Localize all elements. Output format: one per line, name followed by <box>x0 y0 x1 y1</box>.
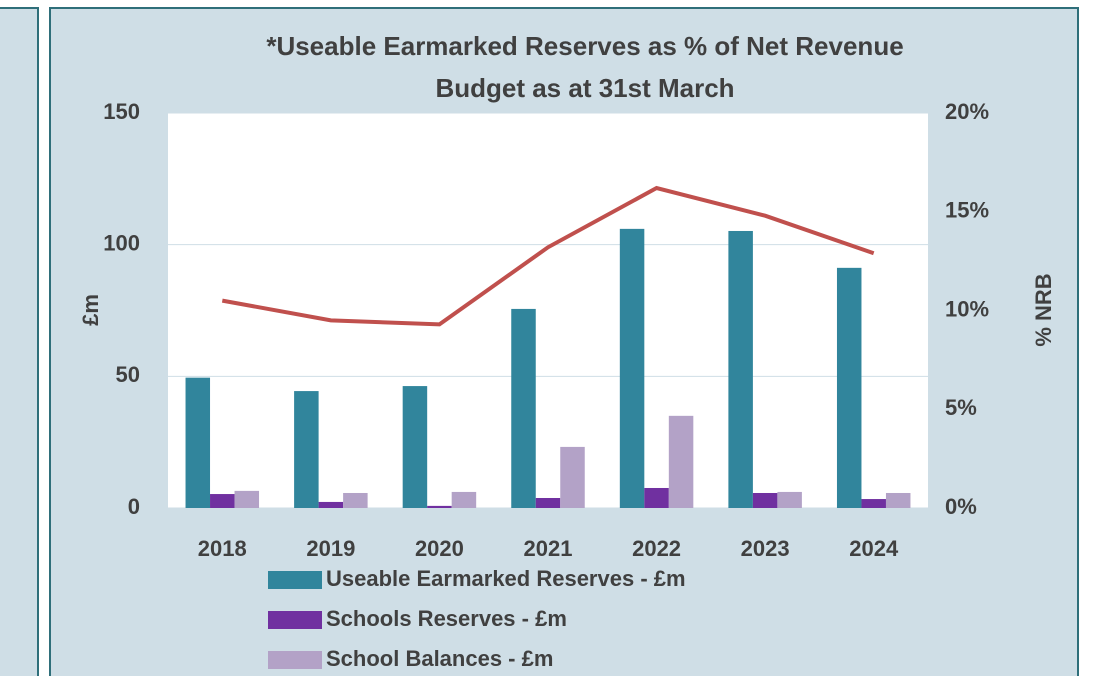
bar <box>234 490 260 508</box>
line <box>221 185 875 327</box>
side-panel <box>0 7 39 679</box>
bar <box>752 492 778 508</box>
x-tick-label: 2019 <box>306 536 355 561</box>
bar <box>885 492 911 508</box>
x-tick-label: 2024 <box>849 536 899 561</box>
x-tick-label: 2021 <box>524 536 573 561</box>
bar <box>318 501 344 508</box>
legend-label: Useable Earmarked Reserves - £m <box>326 566 686 591</box>
bar <box>210 494 235 508</box>
y-tick-label: 0 <box>128 494 140 519</box>
bar <box>560 446 585 508</box>
y2-tick-label: 0% <box>945 494 977 519</box>
x-tick-label: 2023 <box>741 536 790 561</box>
bar <box>861 499 886 508</box>
y-tick-label: 100 <box>103 230 140 255</box>
bar <box>836 267 862 508</box>
y2-tick-label: 5% <box>945 395 977 420</box>
y-axis-label: £m <box>78 294 103 326</box>
y-tick-label: 150 <box>103 99 140 124</box>
legend-label: Schools Reserves - £m <box>326 606 567 631</box>
bar <box>427 505 452 508</box>
bar <box>777 491 802 508</box>
bar <box>535 497 561 508</box>
bar <box>343 492 368 508</box>
bar <box>644 487 669 508</box>
x-tick-label: 2020 <box>415 536 464 561</box>
bar <box>294 391 319 508</box>
x-tick-label: 2022 <box>632 536 681 561</box>
chart-title: Budget as at 31st March <box>435 73 734 103</box>
bar <box>619 228 645 508</box>
y2-tick-label: 15% <box>945 198 989 223</box>
bar <box>185 377 211 508</box>
x-tick-label: 2018 <box>198 536 247 561</box>
legend-label: School Balances - £m <box>326 646 553 671</box>
y-tick-label: 50 <box>116 362 140 387</box>
y2-axis-label: % NRB <box>1031 273 1056 346</box>
legend-swatch <box>268 651 322 669</box>
bar <box>451 491 477 508</box>
legend-swatch <box>268 571 322 589</box>
bar <box>511 308 536 508</box>
bar <box>402 386 428 508</box>
chart-title: *Useable Earmarked Reserves as % of Net … <box>266 31 903 61</box>
bar <box>668 415 694 508</box>
bar <box>728 230 753 508</box>
y2-tick-label: 10% <box>945 296 989 321</box>
legend-swatch <box>268 611 322 629</box>
y2-tick-label: 20% <box>945 99 989 124</box>
